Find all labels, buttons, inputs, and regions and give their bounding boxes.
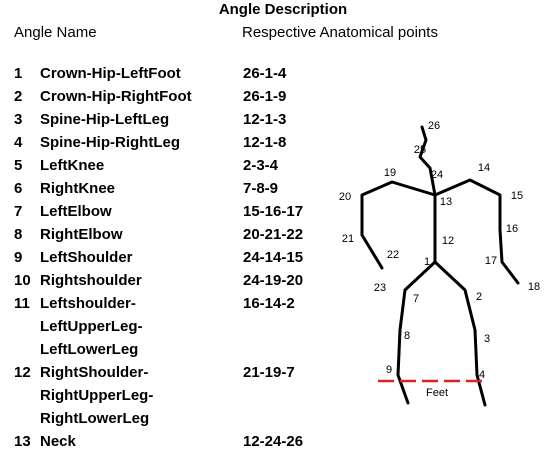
row-number: 13: [14, 433, 31, 450]
joint-label: 14: [478, 162, 490, 174]
joint-label: 24: [431, 169, 443, 181]
row-points: 12-1-8: [243, 134, 286, 151]
bone: [433, 178, 520, 285]
bone: [360, 180, 437, 270]
joint-label: 17: [485, 255, 497, 267]
col-header: Respective Anatomical points: [242, 24, 438, 41]
row-name: LeftElbow: [40, 203, 112, 220]
bone: [396, 260, 437, 405]
row-name: LeftKnee: [40, 157, 104, 174]
row-points: 16-14-2: [243, 295, 295, 312]
skeleton: [360, 125, 520, 407]
joint-label: 26: [428, 120, 440, 132]
row-points: 26-1-9: [243, 88, 286, 105]
row-points: 24-14-15: [243, 249, 303, 266]
row-number: 2: [14, 88, 22, 105]
row-number: 6: [14, 180, 22, 197]
joint-label: 2: [476, 291, 482, 303]
joint-label: 9: [386, 364, 392, 376]
row-name: RightKnee: [40, 180, 115, 197]
joint-label: 22: [387, 249, 399, 261]
joint-label: 1: [424, 256, 430, 268]
joint-label: 20: [339, 191, 351, 203]
row-number: 7: [14, 203, 22, 220]
row-number: 5: [14, 157, 22, 174]
row-number: 9: [14, 249, 22, 266]
joint-label: 16: [506, 223, 518, 235]
joint-label: 3: [484, 333, 490, 345]
bone: [433, 260, 487, 407]
row-name: Neck: [40, 433, 77, 450]
row-points: 20-21-22: [243, 226, 303, 243]
row-name: RightShoulder-: [40, 364, 148, 381]
joint-label: 19: [384, 167, 396, 179]
row-number: 11: [14, 295, 30, 312]
title: Angle Description: [219, 1, 347, 18]
row-number: 3: [14, 111, 22, 128]
row-name: Spine-Hip-RightLeg: [40, 134, 180, 151]
joint-label: 12: [442, 235, 454, 247]
row-points: 26-1-4: [243, 65, 287, 82]
joint-label: 23: [374, 282, 386, 294]
joint-label: 4: [479, 369, 485, 381]
row-number: 12: [14, 364, 31, 381]
row-points: 2-3-4: [243, 157, 279, 174]
joint-label: 18: [528, 281, 540, 293]
col-header: Angle Name: [14, 24, 97, 41]
row-number: 10: [14, 272, 31, 289]
row-name: LeftShoulder: [40, 249, 133, 266]
row-points: 21-19-7: [243, 364, 295, 381]
bone: [418, 125, 437, 264]
row-name: Crown-Hip-LeftFoot: [40, 65, 181, 82]
row-name: Spine-Hip-LeftLeg: [40, 111, 169, 128]
joint-label: 15: [511, 190, 523, 202]
row-number: 8: [14, 226, 22, 243]
joint-label: 7: [413, 293, 419, 305]
joint-label: 8: [404, 330, 410, 342]
row-points: 7-8-9: [243, 180, 278, 197]
feet-label: Feet: [426, 387, 448, 399]
row-points: 12-24-26: [243, 433, 303, 450]
row-points: 15-16-17: [243, 203, 303, 220]
joint-label: 13: [440, 196, 452, 208]
row-name: Leftshoulder-: [40, 295, 136, 312]
row-name: Rightshoulder: [40, 272, 142, 289]
row-name: RightUpperLeg-: [40, 387, 153, 404]
row-points: 12-1-3: [243, 111, 286, 128]
row-number: 4: [14, 134, 23, 151]
row-name: Crown-Hip-RightFoot: [40, 88, 192, 105]
row-name: LeftLowerLeg: [40, 341, 138, 358]
joint-label: 21: [342, 233, 354, 245]
row-name: LeftUpperLeg-: [40, 318, 143, 335]
row-name: RightLowerLeg: [40, 410, 149, 427]
row-number: 1: [14, 65, 22, 82]
row-points: 24-19-20: [243, 272, 303, 289]
joint-label: 25: [414, 144, 426, 156]
row-name: RightElbow: [40, 226, 123, 243]
